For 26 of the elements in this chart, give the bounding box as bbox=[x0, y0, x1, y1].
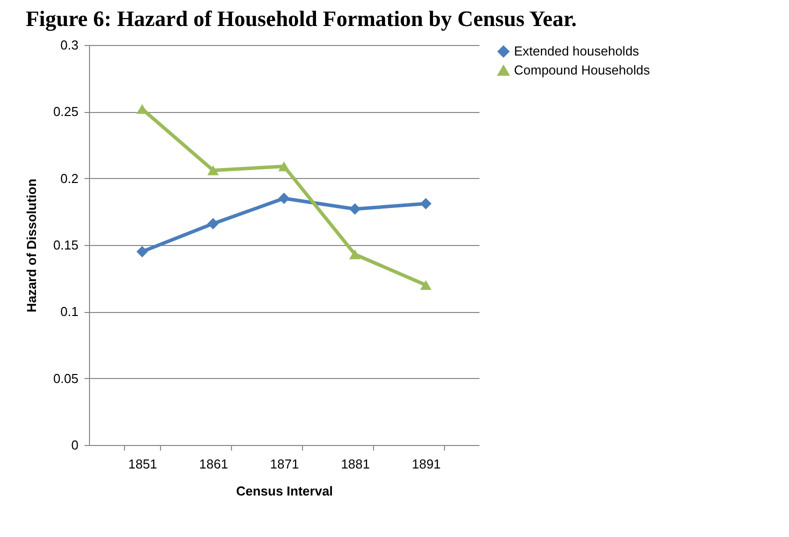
point bbox=[349, 249, 361, 260]
legend-label: Extended households bbox=[514, 44, 640, 58]
chart-title: Figure 6: Hazard of Household Formation by Census Year. bbox=[26, 6, 577, 31]
x-tick-label: 1881 bbox=[340, 456, 370, 472]
point bbox=[420, 198, 432, 210]
point bbox=[278, 161, 290, 172]
legend-label: Compound Households bbox=[514, 62, 650, 78]
y-tick-label: 0.1 bbox=[60, 304, 78, 320]
y-axis-title: Hazard of Dissolution bbox=[24, 178, 40, 312]
y-tick-label: 0.3 bbox=[60, 38, 78, 52]
point bbox=[420, 280, 432, 290]
y-tick-label: 0.25 bbox=[53, 104, 78, 120]
point bbox=[349, 203, 361, 215]
point bbox=[278, 192, 290, 204]
point bbox=[207, 218, 219, 230]
point bbox=[207, 165, 219, 176]
x-axis-title: Census Interval bbox=[236, 484, 333, 498]
point bbox=[136, 246, 148, 258]
x-tick-label: 1861 bbox=[199, 456, 228, 472]
x-tick-label: 1851 bbox=[128, 456, 158, 472]
x-tick-label: 1891 bbox=[412, 456, 441, 472]
y-tick-label: 0.2 bbox=[60, 170, 78, 186]
x-tick-label: 1871 bbox=[270, 456, 299, 472]
y-tick-label: 0 bbox=[71, 438, 78, 452]
y-tick-label: 0.15 bbox=[53, 238, 78, 252]
y-tick-label: 0.05 bbox=[53, 370, 78, 386]
